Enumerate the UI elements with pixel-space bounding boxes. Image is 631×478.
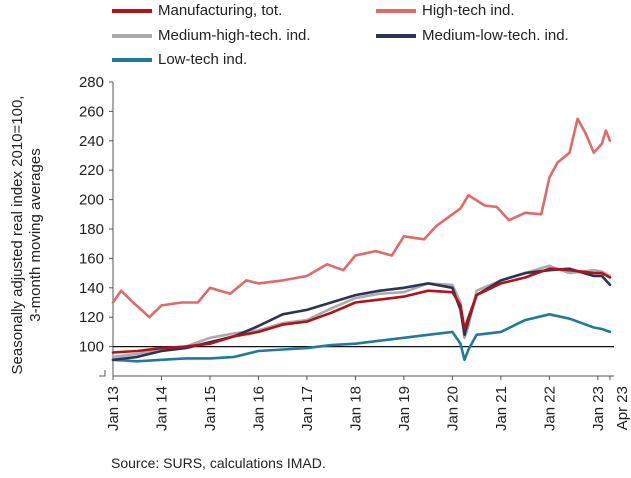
x-tick-label: Jan 17	[299, 386, 316, 431]
y-tick-label: 280	[79, 74, 104, 91]
legend-item-low-tech: Low-tech ind.	[112, 51, 247, 68]
legend-label: Manufacturing, tot.	[158, 2, 283, 19]
series-line-0	[111, 267, 612, 354]
source-note: Source: SURS, calculations IMAD.	[111, 455, 326, 471]
x-tick-label: Jan 21	[493, 386, 510, 431]
x-tick-label: Jan 19	[396, 386, 413, 431]
series-line-1	[111, 117, 612, 319]
legend-label: Medium-low-tech. ind.	[422, 27, 569, 44]
x-tick-label: Jan 22	[541, 386, 558, 431]
x-axis: Jan 13 Jan 14 Jan 15 Jan 16 Jan 17 Jan 18 Jan …	[105, 376, 631, 431]
x-tick-label: Jan 15	[202, 386, 219, 431]
y-tick-label: 100	[79, 339, 104, 356]
y-tick-label: 140	[79, 280, 104, 297]
series-line-2	[111, 264, 612, 359]
y-tick-label: 160	[79, 250, 104, 267]
axis-break-mark	[99, 370, 106, 377]
y-axis-title-line: 3-month moving averages	[27, 148, 44, 321]
series-line-4	[111, 312, 612, 363]
y-axis: 100 120 140 160 180 200 220 240 260 280 Seasonally…	[9, 74, 113, 374]
legend-item-medium-high-tech: Medium-high-tech. ind.	[112, 27, 311, 44]
plot-area	[99, 82, 614, 377]
legend-swatch	[376, 33, 416, 38]
legend-label: Medium-high-tech. ind.	[158, 27, 311, 44]
legend-swatch	[376, 8, 416, 13]
y-axis-title-line: Seasonally adjusted real index 2010=100,	[9, 96, 26, 375]
legend: Manufacturing, tot. High-tech ind. Mediu…	[0, 0, 631, 80]
y-tick-label: 220	[79, 162, 104, 179]
legend-item-medium-low-tech: Medium-low-tech. ind.	[376, 27, 569, 44]
legend-swatch	[112, 8, 152, 13]
y-tick-label: 180	[79, 221, 104, 238]
legend-item-high-tech: High-tech ind.	[376, 2, 515, 19]
x-tick-label: Apr 23	[614, 386, 631, 430]
y-axis-title: Seasonally adjusted real index 2010=100,…	[9, 96, 44, 375]
x-tick-label: Jan 16	[250, 386, 267, 431]
x-tick-label: Jan 18	[347, 386, 364, 431]
legend-label: High-tech ind.	[422, 2, 515, 19]
y-tick-label: 120	[79, 309, 104, 326]
series-lines	[111, 117, 612, 363]
y-tick-label: 260	[79, 103, 104, 120]
x-tick-label: Jan 23	[590, 386, 607, 431]
legend-swatch	[112, 57, 152, 62]
legend-swatch	[112, 33, 152, 38]
x-tick-label: Jan 13	[105, 386, 122, 431]
legend-label: Low-tech ind.	[158, 51, 248, 68]
x-tick-label: Jan 14	[153, 386, 170, 431]
legend-item-manufacturing: Manufacturing, tot.	[112, 2, 282, 19]
y-tick-label: 240	[79, 133, 104, 150]
x-tick-label: Jan 20	[444, 386, 461, 431]
y-tick-label: 200	[79, 192, 104, 209]
